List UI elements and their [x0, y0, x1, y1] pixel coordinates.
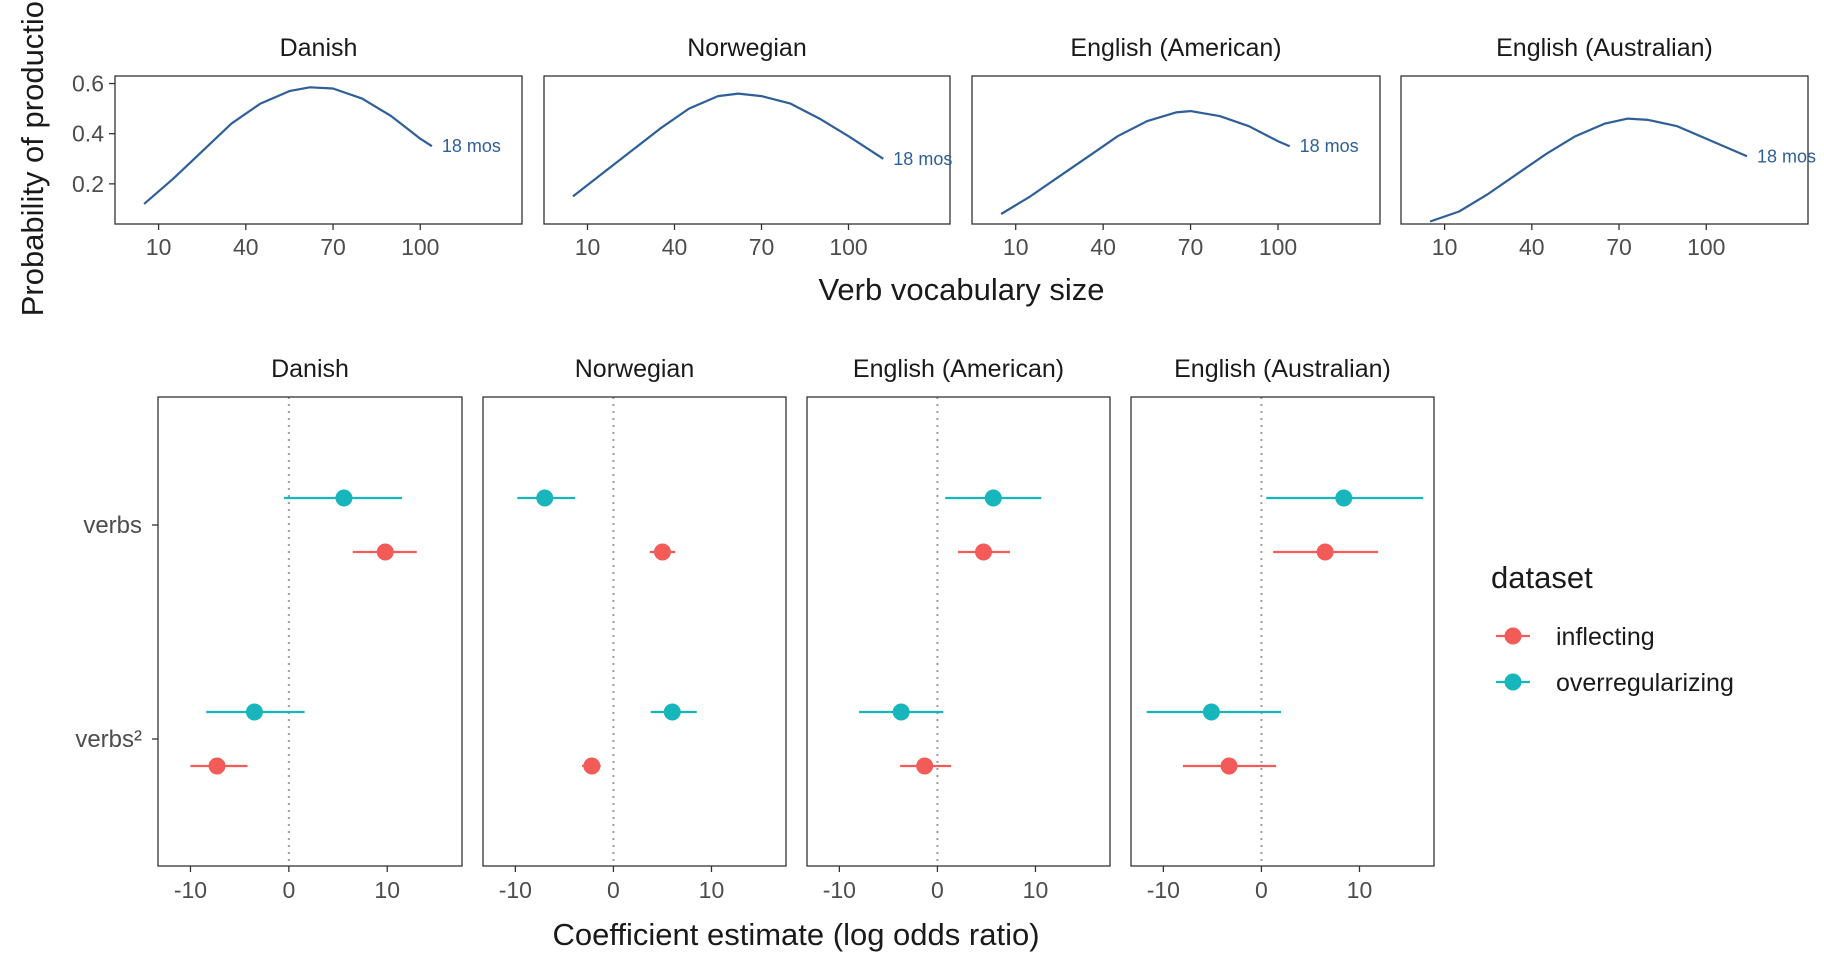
x-tick-label: 10: [1347, 877, 1373, 903]
y-tick-label: 0.4: [72, 121, 104, 147]
panel-border-danish: [114, 75, 523, 225]
legend-label-overregularizing: overregularizing: [1556, 669, 1734, 697]
x-tick-label: 70: [749, 234, 775, 260]
estimate-point-inflecting: [208, 757, 226, 775]
facet-title-english-american: English (American): [1070, 34, 1281, 62]
x-tick-label: 10: [575, 234, 601, 260]
estimate-point-inflecting: [916, 757, 934, 775]
facet-title-english-australian: English (Australian): [1174, 355, 1391, 383]
legend-key-inflecting: [1504, 627, 1522, 645]
x-tick-label: 100: [1687, 234, 1725, 260]
estimate-point-overregularizing: [335, 489, 353, 507]
facet-title-english-australian: English (Australian): [1496, 34, 1713, 62]
panel-border-english-australian: [1400, 75, 1809, 225]
x-tick-label: 0: [1255, 877, 1268, 903]
estimate-point-inflecting: [1220, 757, 1238, 775]
facet-title-english-american: English (American): [853, 355, 1064, 383]
panel-border-danish: [157, 396, 463, 867]
estimate-point-overregularizing: [1335, 489, 1353, 507]
x-tick-label: 0: [931, 877, 944, 903]
x-tick-label: 70: [1606, 234, 1632, 260]
x-tick-label: -10: [499, 877, 532, 903]
facet-title-danish: Danish: [271, 355, 349, 383]
panel-border-norwegian: [482, 396, 787, 867]
estimate-point-inflecting: [376, 543, 394, 561]
y-tick-label: verbs²: [75, 726, 142, 753]
estimate-point-overregularizing: [663, 703, 681, 721]
x-tick-label: 40: [233, 234, 259, 260]
estimate-point-overregularizing: [536, 489, 554, 507]
production-probability-chart: Danish 10 40 70 100 18 mos Norwegian 10 40 70 100 1…: [15, 0, 1816, 316]
x-tick-label: 10: [1023, 877, 1049, 903]
estimate-point-overregularizing: [1202, 703, 1220, 721]
probability-curve-english-australian: [1429, 117, 1748, 223]
estimate-point-inflecting: [653, 543, 671, 561]
x-tick-label: -10: [823, 877, 856, 903]
y-tick-label: 0.6: [72, 71, 104, 97]
probability-curve-danish: [143, 86, 433, 205]
x-tick-label: -10: [1147, 877, 1180, 903]
x-tick-label: 40: [1090, 234, 1116, 260]
x-tick-label: 100: [829, 234, 867, 260]
facet-title-danish: Danish: [280, 34, 358, 62]
estimate-point-overregularizing: [892, 703, 910, 721]
x-tick-label: 100: [1259, 234, 1297, 260]
legend-label-inflecting: inflecting: [1556, 623, 1655, 651]
probability-curve-norwegian: [572, 92, 884, 198]
estimate-point-inflecting: [1316, 543, 1334, 561]
estimate-point-inflecting: [975, 543, 993, 561]
y-axis-title: Probability of production: [15, 0, 50, 316]
facet-title-norwegian: Norwegian: [575, 355, 695, 383]
x-tick-label: 100: [401, 234, 439, 260]
x-tick-label: 10: [1432, 234, 1458, 260]
x-tick-label: -10: [174, 877, 207, 903]
x-tick-label: 10: [146, 234, 172, 260]
curve-label: 18 mos: [893, 149, 952, 169]
x-axis-title: Verb vocabulary size: [818, 272, 1104, 307]
x-tick-label: 0: [607, 877, 620, 903]
y-tick-label: 0.2: [72, 171, 104, 197]
x-tick-label: 40: [662, 234, 688, 260]
x-tick-label: 0: [282, 877, 295, 903]
legend: dataset inflecting overregularizing: [1491, 560, 1734, 697]
panel-border-english-american: [971, 75, 1381, 225]
y-tick-label: verbs: [83, 512, 142, 539]
x-tick-label: 10: [699, 877, 725, 903]
x-tick-label: 10: [1003, 234, 1029, 260]
x-tick-label: 10: [374, 877, 400, 903]
facet-title-norwegian: Norwegian: [687, 34, 807, 62]
legend-title: dataset: [1491, 560, 1593, 595]
legend-key-overregularizing: [1504, 673, 1522, 691]
x-tick-label: 70: [320, 234, 346, 260]
probability-curve-english-american: [1000, 110, 1291, 215]
estimate-point-inflecting: [583, 757, 601, 775]
coefficient-chart: Danish -10 0 10 Norwegian -10 0 10 English (Amer…: [75, 355, 1435, 952]
curve-label: 18 mos: [442, 136, 501, 156]
x-axis-title: Coefficient estimate (log odds ratio): [552, 917, 1039, 952]
panel-border-english-australian: [1130, 396, 1435, 867]
x-tick-label: 70: [1178, 234, 1204, 260]
panel-border-norwegian: [543, 75, 951, 225]
estimate-point-overregularizing: [984, 489, 1002, 507]
curve-label: 18 mos: [1757, 146, 1816, 166]
panel-border-english-american: [806, 396, 1111, 867]
x-tick-label: 40: [1519, 234, 1545, 260]
curve-label: 18 mos: [1300, 136, 1359, 156]
estimate-point-overregularizing: [245, 703, 263, 721]
